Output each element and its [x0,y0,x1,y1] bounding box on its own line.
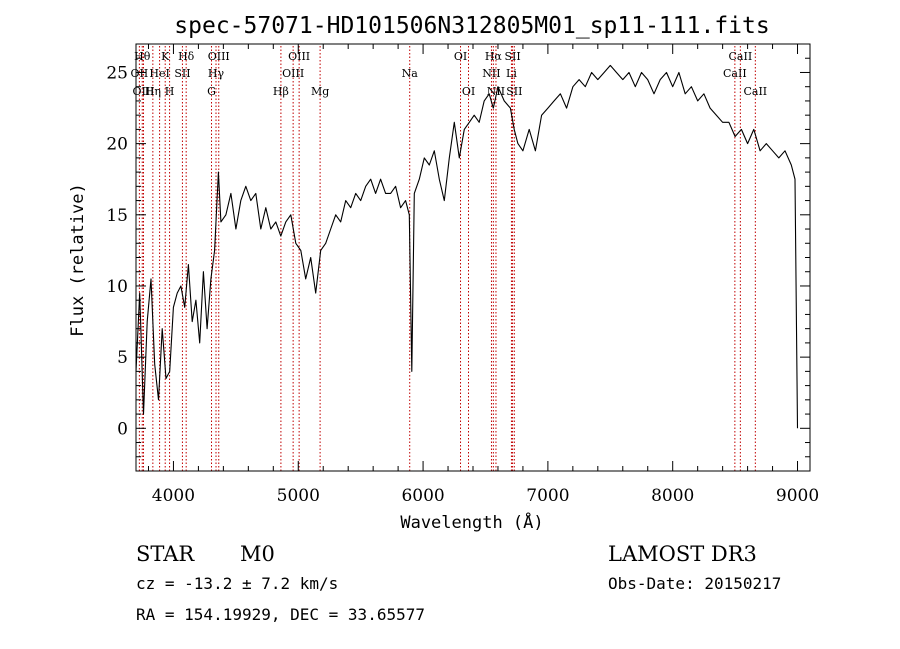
spectral-line-label: Hγ [208,67,225,80]
object-class: STAR [136,542,195,566]
spectral-line-label: SII [504,50,520,63]
spectral-line-label: OIII [288,50,310,63]
spectral-line-label: Hη [145,85,161,98]
spectral-line-label: HeI [149,67,169,80]
x-tick-label: 4000 [152,486,195,506]
spectral-line-label: Hδ [178,50,195,63]
spectral-line-label: OIII [132,85,154,98]
spectrum-series-line [135,64,799,429]
y-tick-label: 15 [106,206,128,226]
coordinates: RA = 154.19929, DEC = 33.65577 [136,605,425,624]
y-tick-label: 5 [117,348,128,368]
spectral-line-label: K [161,50,170,63]
y-axis-label: Flux (relative) [68,183,88,337]
spectral-line-label: G [207,85,216,98]
spectral-line-label: Mg [311,85,329,98]
x-tick-label: 7000 [526,486,569,506]
y-tick-label: 0 [117,419,128,439]
spectral-line-label: H [165,85,175,98]
spectral-line-label: Li [506,67,517,80]
y-tick-label: 25 [106,63,128,83]
spectral-line-label: OI [454,50,467,63]
x-tick-label: 8000 [651,486,694,506]
chart-title: spec-57071-HD101506N312805M01_sp11-111.f… [174,13,769,39]
spectral-line-label: CaII [743,85,767,98]
spectral-line-label: CaII [729,50,753,63]
spectral-line-label: Hθ [134,50,151,63]
spectral-line-label: OIII [282,67,304,80]
y-tick-label: 10 [106,277,128,297]
spectral-line-label: OI [462,85,475,98]
x-axis-ticks: 4000 5000 6000 7000 8000 9000 [147,44,819,506]
spectral-line-label: Na [402,67,419,80]
spectral-line-label: Hα [485,50,503,63]
spectral-line-label: SII [174,67,190,80]
observation-date: Obs-Date: 20150217 [608,574,781,593]
spectral-line-label: Hβ [273,85,289,98]
plot-frame [135,43,811,472]
spectral-line-label: NII [482,67,500,80]
spectral-line-label: OII [131,67,149,80]
x-tick-label: 9000 [776,486,819,506]
spectral-line-labels: Hθ OII OIII K HeI Hη Hδ SII H OIII Hγ G Hβ OIII OIII Mg… [131,50,768,98]
x-tick-label: 5000 [277,486,320,506]
y-tick-label: 20 [106,135,128,155]
spectral-line-label: SII [506,85,522,98]
spectral-line-label: OIII [208,50,230,63]
spectral-line-label: CaII [723,67,747,80]
y-axis-ticks: 0 5 10 15 20 25 [106,57,810,458]
survey-name: LAMOST DR3 [608,542,757,566]
redshift-info: cz = -13.2 ± 7.2 km/s [136,574,338,593]
x-tick-label: 6000 [401,486,444,506]
spectral-line-label: NII [487,85,505,98]
object-subclass: M0 [240,542,275,566]
spectral-lines [138,46,756,471]
x-axis-label: Wavelength (Å) [400,511,543,533]
